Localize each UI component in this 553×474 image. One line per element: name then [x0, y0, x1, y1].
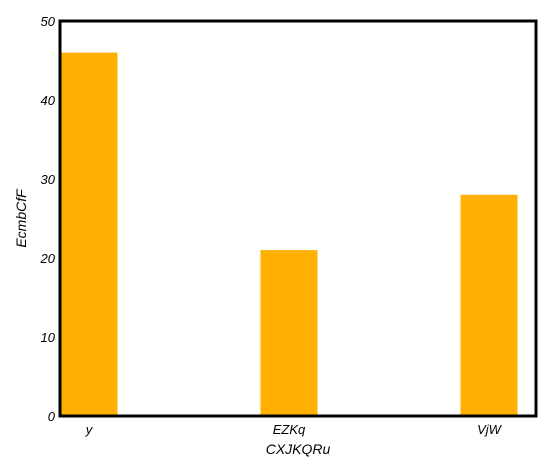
bar-1: [260, 250, 318, 416]
y-tick-label-0: 0: [48, 409, 56, 424]
bar-2: [460, 194, 518, 416]
y-tick-label-2: 20: [40, 251, 56, 266]
y-axis-label: EcmbCfF: [13, 188, 29, 248]
bar-0: [60, 52, 118, 416]
y-axis-ticks: 0 10 20 30 40 50: [40, 14, 56, 424]
x-tick-label-2: VjW: [477, 422, 503, 437]
y-tick-label-3: 30: [41, 172, 56, 187]
x-axis-label: CXJKQRu: [266, 441, 331, 457]
y-tick-label-1: 10: [41, 330, 56, 345]
y-tick-label-4: 40: [41, 93, 56, 108]
bars-group: [60, 52, 518, 416]
x-axis-ticks: y EZKq VjW: [85, 422, 503, 437]
x-tick-label-1: EZKq: [273, 422, 306, 437]
x-tick-label-0: y: [85, 422, 94, 437]
plot-frame: [58, 19, 538, 418]
y-tick-label-5: 50: [41, 14, 56, 29]
